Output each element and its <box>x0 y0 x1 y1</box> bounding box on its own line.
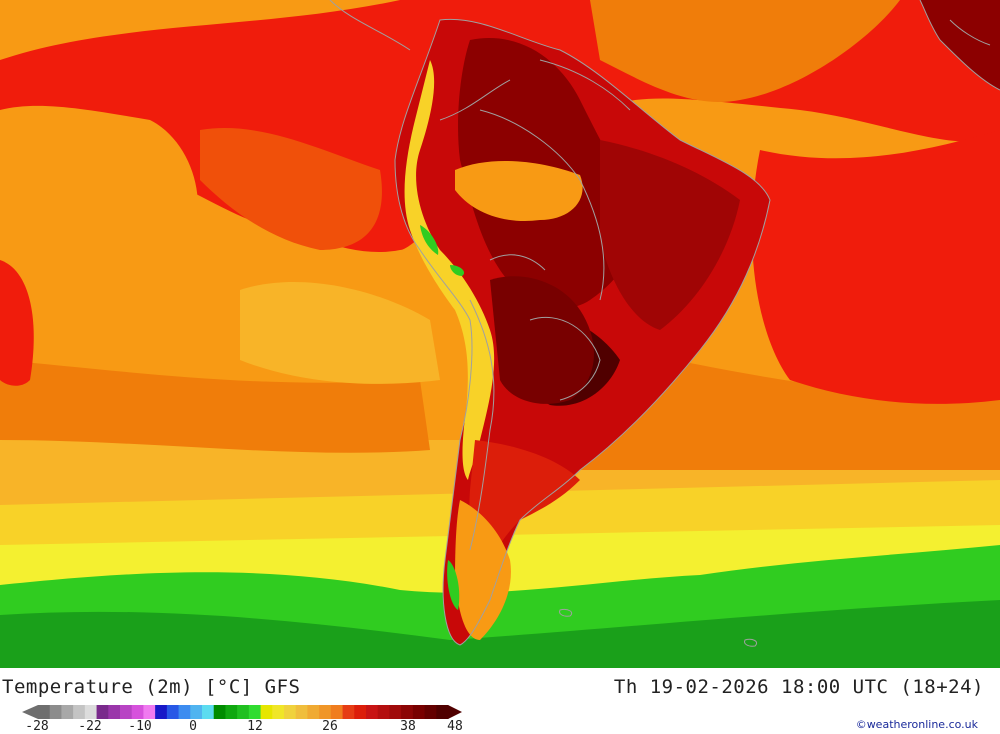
colorbar-arrow-high <box>448 705 462 719</box>
colorbar-swatch <box>330 705 344 719</box>
colorbar-tick: 26 <box>322 719 338 734</box>
colorbar-swatch <box>96 705 109 719</box>
colorbar-swatch <box>237 705 250 719</box>
colorbar-swatch <box>295 705 308 719</box>
colorbar-swatch <box>366 705 379 719</box>
field-orange-light-pacific <box>240 281 440 384</box>
colorbar-arrow-low <box>22 705 38 719</box>
coastline-falklands <box>744 638 758 647</box>
colorbar-swatch <box>377 705 390 719</box>
border-brazil-west <box>479 109 605 301</box>
colorbar-swatch <box>143 705 156 719</box>
coastline-central-america <box>329 0 411 51</box>
colorbar-tick: -10 <box>128 719 152 734</box>
coastline-south-america <box>394 18 771 646</box>
colorbar-swatch <box>225 705 238 719</box>
colorbar-swatch <box>319 705 332 719</box>
field-andes-yellow-strip <box>404 60 495 480</box>
field-africa-corner <box>920 0 1000 90</box>
colorbar-tick-labels: -28 -22 -10 0 12 26 38 48 <box>0 719 480 734</box>
field-amazon-cool-patch <box>455 160 583 221</box>
coastline-africa <box>919 0 1000 91</box>
field-north-brazil-core <box>600 140 740 330</box>
temperature-map <box>0 0 1000 668</box>
colorbar-swatch <box>284 705 297 719</box>
legend-panel <box>0 668 1000 733</box>
map-title: Temperature (2m) [°C] GFS <box>2 676 301 698</box>
colorbar-swatch <box>436 705 449 719</box>
colorbar-swatch <box>307 705 320 719</box>
field-paraguay-core <box>490 276 594 404</box>
border-venezuela-guyana <box>539 59 631 111</box>
colorbar-swatch <box>202 705 215 719</box>
colorbar-swatch <box>213 705 226 719</box>
colorbar-swatch <box>190 705 203 719</box>
colorbar-swatch <box>131 705 144 719</box>
colorbar-swatch <box>354 705 367 719</box>
border-bolivia <box>489 254 546 271</box>
colorbar-swatch <box>401 705 414 719</box>
field-red-east <box>751 130 1000 404</box>
colorbar-swatch <box>178 705 191 719</box>
colorbar-swatch <box>248 705 262 719</box>
colorbar-swatch <box>49 705 62 719</box>
colorbar-swatch <box>166 705 180 719</box>
temperature-colorbar <box>22 705 462 719</box>
coastline-south-georgia <box>559 609 573 617</box>
border-colombia <box>439 79 511 121</box>
colorbar-tick: -22 <box>78 719 102 734</box>
field-orange-northeast <box>590 0 900 102</box>
colorbar-swatch <box>155 705 168 719</box>
border-paraguay <box>529 316 601 401</box>
border-africa <box>949 19 991 46</box>
colorbar-swatch <box>120 705 133 719</box>
field-patagonia-orange <box>455 500 511 640</box>
country-borders <box>329 0 1000 647</box>
field-red-orange-pacific <box>200 128 382 250</box>
colorbar-swatch <box>389 705 402 719</box>
colorbar-swatch <box>412 705 426 719</box>
colorbar-swatch <box>38 705 51 719</box>
colorbar-swatch <box>61 705 74 719</box>
field-andes-green-1 <box>420 225 439 255</box>
credit-link[interactable]: ©weatheronline.co.uk <box>855 718 978 731</box>
field-patagonia-green <box>447 560 460 610</box>
colorbar-swatch <box>260 705 273 719</box>
field-orange-pacific <box>0 105 198 248</box>
colorbar-swatch <box>342 705 355 719</box>
valid-time-label: Th 19-02-2026 18:00 UTC (18+24) <box>613 676 984 698</box>
colorbar-tick: 48 <box>447 719 463 734</box>
colorbar-swatch <box>73 705 86 719</box>
colorbar-tick: 12 <box>247 719 263 734</box>
border-andes-line <box>469 299 495 551</box>
temperature-map-canvas <box>0 0 1000 668</box>
colorbar-tick: 0 <box>189 719 197 734</box>
colorbar-tick: -28 <box>25 719 49 734</box>
colorbar-swatch <box>424 705 437 719</box>
field-green-dark-band <box>0 600 1000 668</box>
colorbar-swatch <box>108 705 121 719</box>
colorbar-swatch <box>84 705 98 719</box>
field-orange-dark-west <box>0 360 430 453</box>
colorbar-tick: 38 <box>400 719 416 734</box>
field-red-west <box>0 260 34 386</box>
field-andes-green-2 <box>450 265 465 276</box>
colorbar-swatch <box>272 705 285 719</box>
